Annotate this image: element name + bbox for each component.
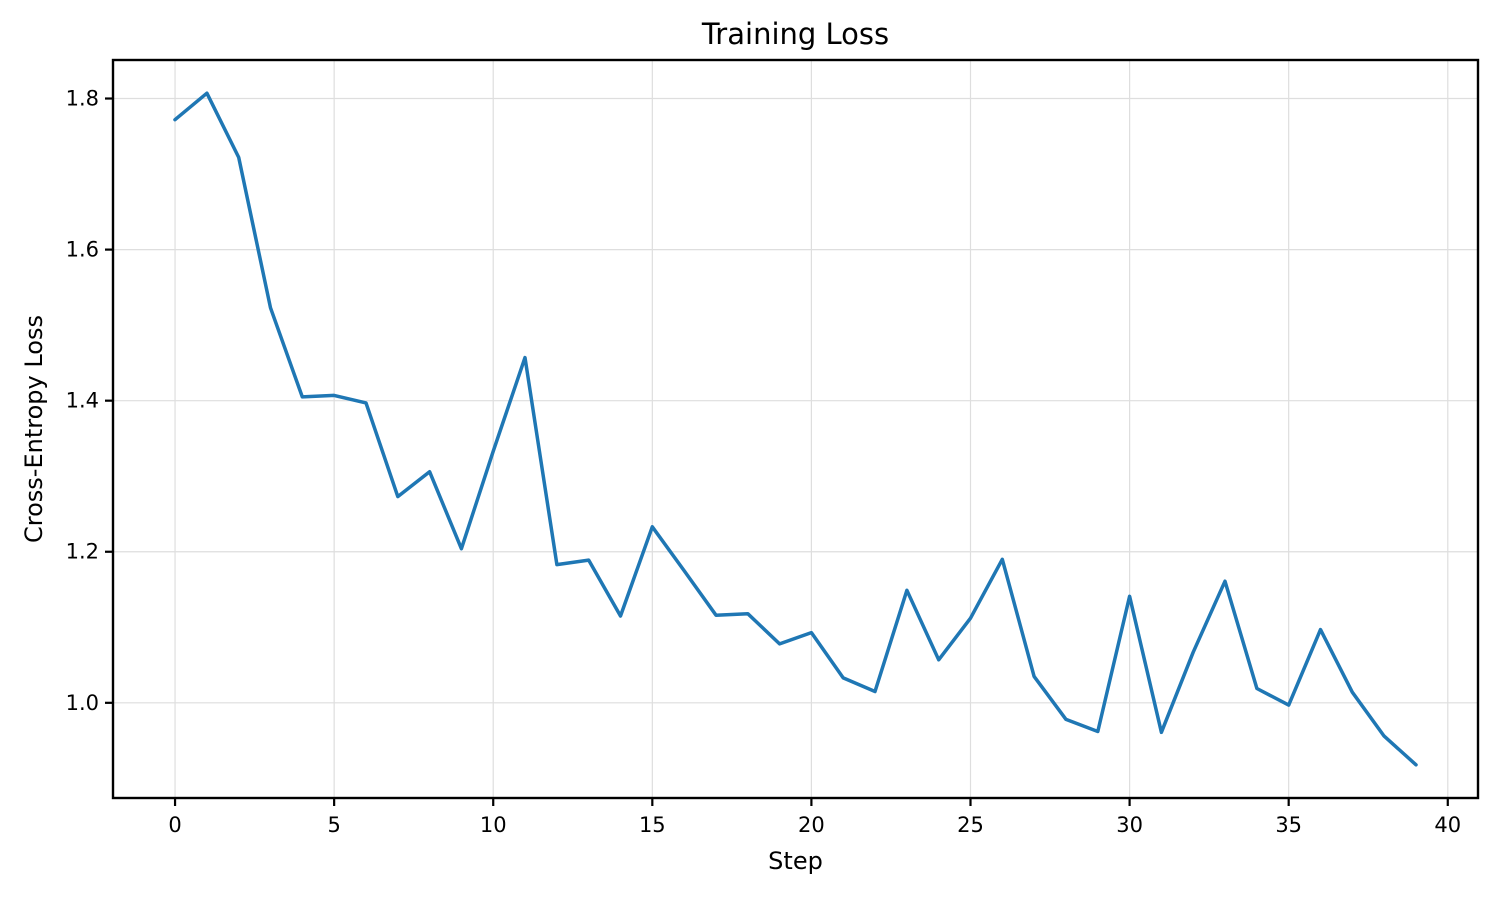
gridlines xyxy=(113,60,1478,798)
x-tick-labels: 0 5 10 15 20 25 30 35 40 xyxy=(168,813,1461,837)
y-tick-label: 1.4 xyxy=(66,389,99,413)
x-tick-label: 35 xyxy=(1275,813,1302,837)
y-tick-label: 1.0 xyxy=(66,691,99,715)
y-tick-label: 1.6 xyxy=(66,238,99,262)
x-tick-label: 5 xyxy=(327,813,340,837)
x-tick-label: 40 xyxy=(1434,813,1461,837)
x-tick-label: 10 xyxy=(480,813,507,837)
y-axis-label: Cross-Entropy Loss xyxy=(20,315,48,543)
x-tick-label: 0 xyxy=(168,813,181,837)
y-tick-label: 1.8 xyxy=(66,87,99,111)
x-tick-label: 20 xyxy=(798,813,825,837)
y-tick-label: 1.2 xyxy=(66,540,99,564)
axes-spines xyxy=(111,58,1480,800)
x-tick-label: 25 xyxy=(957,813,984,837)
x-axis-label: Step xyxy=(768,847,823,875)
x-tick-label: 15 xyxy=(639,813,666,837)
chart-title: Training Loss xyxy=(701,17,889,51)
x-tick-label: 30 xyxy=(1116,813,1143,837)
y-tick-labels: 1.0 1.2 1.4 1.6 1.8 xyxy=(66,87,99,715)
loss-line-series xyxy=(173,91,1418,767)
tick-marks xyxy=(105,97,1449,806)
